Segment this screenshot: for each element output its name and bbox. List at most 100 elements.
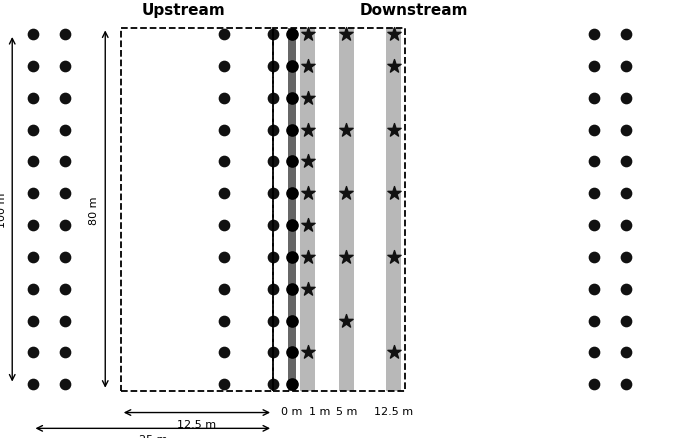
Point — [268, 191, 278, 198]
Point — [219, 95, 230, 102]
Point — [287, 64, 297, 71]
Point — [27, 191, 38, 198]
Text: Downstream: Downstream — [360, 4, 469, 18]
Point — [287, 32, 297, 39]
Point — [287, 254, 297, 261]
Point — [27, 127, 38, 134]
Point — [589, 32, 600, 39]
Point — [621, 64, 631, 71]
Point — [589, 254, 600, 261]
Point — [302, 95, 313, 102]
Point — [388, 191, 399, 198]
Point — [219, 318, 230, 325]
Point — [219, 349, 230, 356]
Point — [302, 32, 313, 39]
Bar — [273, 28, 405, 391]
Point — [219, 191, 230, 198]
Point — [27, 349, 38, 356]
Point — [268, 32, 278, 39]
Point — [287, 318, 297, 325]
Point — [287, 95, 297, 102]
Text: 100 m: 100 m — [0, 192, 7, 227]
Bar — [386, 28, 401, 391]
Point — [59, 64, 70, 71]
Point — [621, 349, 631, 356]
Point — [219, 159, 230, 166]
Text: 12.5 m: 12.5 m — [374, 406, 414, 417]
Point — [589, 349, 600, 356]
Point — [302, 191, 313, 198]
Point — [268, 318, 278, 325]
Point — [219, 222, 230, 229]
Point — [388, 32, 399, 39]
Point — [621, 254, 631, 261]
Point — [302, 254, 313, 261]
Bar — [287, 28, 296, 391]
Point — [302, 349, 313, 356]
Text: Upstream: Upstream — [141, 4, 225, 18]
Point — [388, 254, 399, 261]
Point — [268, 159, 278, 166]
Point — [268, 286, 278, 293]
Point — [59, 254, 70, 261]
Point — [341, 254, 352, 261]
Point — [287, 191, 297, 198]
Bar — [300, 28, 315, 391]
Point — [27, 318, 38, 325]
Point — [388, 349, 399, 356]
Point — [287, 381, 297, 388]
Point — [59, 95, 70, 102]
Point — [341, 127, 352, 134]
Point — [589, 127, 600, 134]
Point — [219, 286, 230, 293]
Point — [302, 286, 313, 293]
Point — [589, 95, 600, 102]
Point — [621, 159, 631, 166]
Point — [219, 381, 230, 388]
Point — [287, 349, 297, 356]
Point — [27, 64, 38, 71]
Point — [589, 318, 600, 325]
Point — [589, 64, 600, 71]
Point — [621, 222, 631, 229]
Point — [268, 64, 278, 71]
Point — [302, 159, 313, 166]
Point — [287, 286, 297, 293]
Point — [287, 222, 297, 229]
Point — [621, 191, 631, 198]
Text: 25 m: 25 m — [139, 434, 167, 438]
Text: 0 m: 0 m — [281, 406, 303, 417]
Point — [27, 286, 38, 293]
Point — [621, 32, 631, 39]
Point — [59, 286, 70, 293]
Point — [589, 191, 600, 198]
Point — [302, 127, 313, 134]
Point — [589, 286, 600, 293]
Point — [621, 286, 631, 293]
Text: 5 m: 5 m — [335, 406, 357, 417]
Point — [59, 32, 70, 39]
Point — [59, 127, 70, 134]
Point — [27, 159, 38, 166]
Point — [341, 318, 352, 325]
Point — [589, 159, 600, 166]
Point — [219, 32, 230, 39]
Point — [268, 254, 278, 261]
Point — [341, 191, 352, 198]
Point — [388, 64, 399, 71]
Text: 12.5 m: 12.5 m — [177, 419, 217, 429]
Point — [59, 381, 70, 388]
Point — [27, 222, 38, 229]
Point — [27, 254, 38, 261]
Point — [27, 95, 38, 102]
Bar — [339, 28, 354, 391]
Text: 1 m: 1 m — [309, 406, 330, 417]
Point — [59, 222, 70, 229]
Point — [27, 381, 38, 388]
Point — [268, 381, 278, 388]
Point — [589, 222, 600, 229]
Point — [287, 127, 297, 134]
Point — [302, 222, 313, 229]
Point — [388, 127, 399, 134]
Point — [219, 254, 230, 261]
